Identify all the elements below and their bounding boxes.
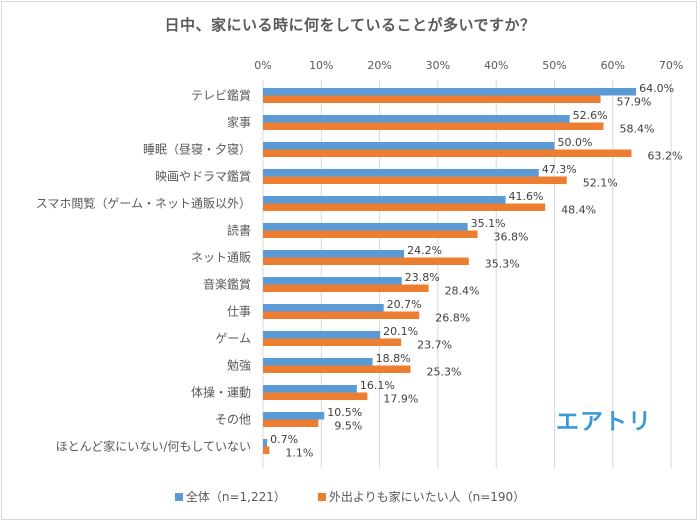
bar-homebody — [263, 203, 546, 211]
bar-all — [263, 358, 373, 366]
category-label: 勉強 — [227, 359, 251, 373]
bar-homebody — [263, 149, 632, 157]
data-label: 17.9% — [383, 393, 418, 406]
legend-item-all: 全体（n=1,221） — [174, 488, 286, 505]
chart-title: 日中、家にいる時に何をしていることが多いですか？ — [164, 16, 536, 34]
data-label: 36.8% — [494, 231, 529, 244]
data-label: 35.1% — [471, 217, 506, 230]
category-label: 読書 — [227, 223, 251, 238]
bar-homebody — [263, 230, 478, 238]
data-label: 28.4% — [445, 285, 480, 298]
x-tick-label: 20% — [367, 59, 391, 72]
legend-label: 全体（n=1,221） — [185, 490, 286, 504]
category-label: 体操・運動 — [191, 385, 251, 400]
data-label: 20.1% — [383, 325, 418, 338]
bar-all — [263, 169, 539, 177]
bar-all — [263, 331, 381, 339]
x-tick-label: 70% — [659, 59, 683, 72]
data-label: 1.1% — [285, 447, 313, 460]
data-label: 52.1% — [583, 177, 618, 190]
bar-homebody — [263, 392, 368, 400]
category-label: ゲーム — [215, 332, 251, 346]
data-label: 26.8% — [435, 312, 470, 325]
category-label: 睡眠（昼寝・夕寝） — [143, 142, 251, 157]
bar-homebody — [263, 176, 567, 184]
data-label: 25.3% — [426, 366, 461, 379]
bar-all — [263, 385, 357, 393]
bar-all — [263, 304, 384, 312]
data-label: 0.7% — [270, 433, 298, 446]
bar-all — [263, 115, 570, 123]
bar-homebody — [263, 122, 604, 130]
category-label: ほとんど家にいない/何もしていない — [56, 439, 251, 454]
data-label: 35.3% — [485, 258, 520, 271]
category-label: 音楽鑑賞 — [203, 277, 251, 292]
bar-homebody — [263, 284, 429, 292]
data-label: 20.7% — [387, 298, 422, 311]
data-label: 47.3% — [542, 163, 577, 176]
data-label: 41.6% — [509, 190, 544, 203]
category-label: テレビ鑑賞 — [191, 88, 251, 103]
x-tick-label: 40% — [484, 59, 508, 72]
x-tick-label: 30% — [426, 59, 450, 72]
data-label: 58.4% — [619, 123, 654, 136]
category-label: その他 — [215, 413, 251, 427]
data-label: 23.8% — [405, 271, 440, 284]
x-axis-ticks: 0% 10% 20% 30% 40% 50% 60% 70% — [254, 59, 683, 72]
legend-item-homebody: 外出よりも家にいたい人（n=190） — [317, 488, 526, 505]
bar-all — [263, 196, 506, 204]
bar-homebody — [263, 311, 420, 319]
data-labels: 64.0%57.9% 52.6% 58.4% 50.0% 63.2% 47.3% 52.1%… — [270, 82, 682, 460]
bar-all — [263, 439, 268, 447]
data-label: 10.5% — [327, 406, 362, 419]
data-label: 16.1% — [360, 379, 395, 392]
category-label: 映画やドラマ鑑賞 — [155, 169, 251, 184]
bar-homebody — [263, 338, 402, 346]
data-label: 64.0% — [639, 82, 674, 95]
data-label: 52.6% — [573, 109, 608, 122]
data-label: 50.0% — [558, 136, 593, 149]
bar-homebody — [263, 257, 469, 265]
x-tick-label: 0% — [254, 59, 271, 72]
legend-swatch-blue — [174, 492, 183, 501]
bar-all — [263, 412, 325, 420]
bars — [263, 88, 637, 454]
bar-all — [263, 250, 405, 258]
bar-homebody — [263, 446, 270, 454]
bar-homebody — [263, 419, 319, 427]
bar-all — [263, 88, 637, 96]
category-label: ネット通販 — [191, 251, 251, 265]
bar-homebody — [263, 95, 601, 103]
data-label: 24.2% — [407, 244, 442, 257]
data-label: 57.9% — [617, 96, 652, 109]
data-label: 63.2% — [647, 150, 682, 163]
x-tick-label: 50% — [542, 59, 566, 72]
category-label: 家事 — [227, 115, 251, 130]
x-tick-label: 60% — [601, 59, 625, 72]
bar-all — [263, 142, 555, 150]
data-label: 48.4% — [561, 204, 596, 217]
bar-all — [263, 223, 468, 231]
airtrip-logo: エアトリ — [556, 409, 652, 435]
data-label: 18.8% — [376, 352, 411, 365]
data-label: 9.5% — [334, 420, 362, 433]
legend-label: 外出よりも家にいたい人（n=190） — [328, 490, 526, 504]
legend: 全体（n=1,221） 外出よりも家にいたい人（n=190） — [0, 488, 700, 505]
category-label: スマホ閲覧（ゲーム・ネット通販以外） — [36, 197, 251, 211]
x-tick-label: 10% — [309, 59, 333, 72]
legend-swatch-orange — [317, 492, 326, 501]
data-label: 23.7% — [417, 339, 452, 352]
bar-all — [263, 277, 402, 285]
category-label: 仕事 — [227, 305, 251, 319]
bar-homebody — [263, 365, 411, 373]
